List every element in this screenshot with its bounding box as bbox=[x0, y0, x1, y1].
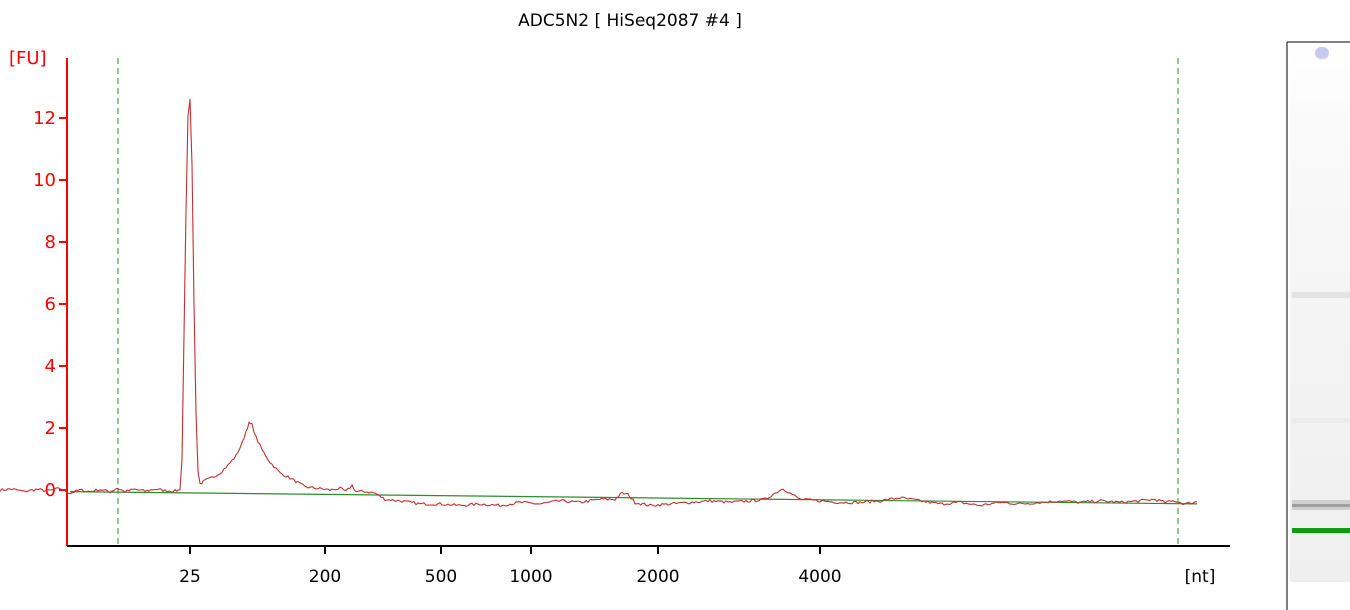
x-axis-label: [nt] bbox=[1185, 567, 1216, 587]
gel-lane bbox=[1290, 42, 1350, 582]
y-tick-label: 6 bbox=[45, 294, 56, 315]
gel-well-marker bbox=[1315, 47, 1329, 59]
x-tick-label: 2000 bbox=[636, 567, 679, 587]
fluorescence-trace bbox=[0, 98, 1197, 508]
y-tick-label: 8 bbox=[45, 232, 56, 253]
y-axis-label: [FU] bbox=[9, 48, 47, 69]
y-tick-label: 10 bbox=[33, 170, 56, 191]
y-tick-label: 4 bbox=[45, 356, 56, 377]
gel-band-faint bbox=[1292, 292, 1350, 298]
gel-lower-marker bbox=[1292, 528, 1350, 533]
gel-lane-panel bbox=[1286, 41, 1350, 610]
baseline-line bbox=[69, 491, 1198, 505]
gel-band-faint bbox=[1292, 418, 1350, 423]
chart-title: ADC5N2 [ HiSeq2087 #4 ] bbox=[518, 11, 742, 31]
x-tick-label: 4000 bbox=[798, 567, 841, 587]
x-tick-label: 1000 bbox=[509, 567, 552, 587]
x-tick-label: 500 bbox=[425, 567, 457, 587]
y-tick-label: 2 bbox=[45, 418, 56, 439]
x-tick-label: 200 bbox=[309, 567, 341, 587]
x-tick-label: 25 bbox=[179, 567, 201, 587]
y-tick-label: 12 bbox=[33, 108, 56, 129]
gel-band-dark bbox=[1292, 504, 1350, 507]
